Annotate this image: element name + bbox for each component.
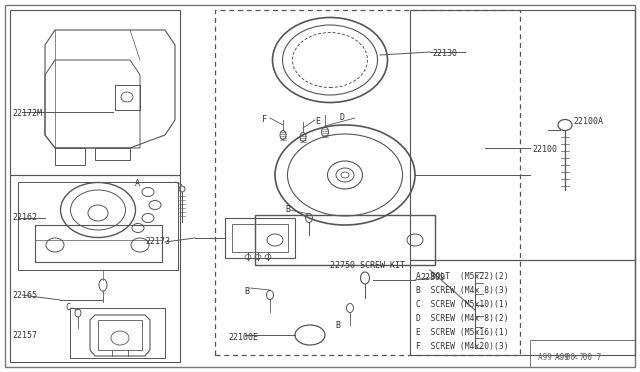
Text: 22173: 22173: [145, 237, 170, 247]
Bar: [70, 308, 165, 358]
Bar: [115, 85, 140, 110]
Bar: [530, 340, 635, 367]
Text: B  SCREW (M4x 8)(3): B SCREW (M4x 8)(3): [416, 285, 509, 295]
Text: C: C: [65, 304, 70, 312]
Bar: [35, 225, 162, 262]
Bar: [410, 10, 635, 260]
Text: 22100E: 22100E: [228, 334, 258, 343]
Text: E  SCREW (M5x16)(1): E SCREW (M5x16)(1): [416, 327, 509, 337]
Bar: [410, 260, 635, 355]
Bar: [98, 320, 142, 350]
Text: A: A: [135, 179, 140, 187]
Text: B: B: [285, 205, 290, 215]
Text: 22100A: 22100A: [573, 118, 603, 126]
Text: 22309: 22309: [420, 273, 445, 282]
Text: B: B: [244, 288, 249, 296]
Bar: [55, 148, 85, 165]
Text: 22162: 22162: [12, 214, 37, 222]
Text: D: D: [340, 113, 345, 122]
Text: 22750 SCREW KIT: 22750 SCREW KIT: [330, 260, 405, 269]
Text: 22172M: 22172M: [12, 109, 42, 118]
Bar: [10, 10, 180, 175]
Text: 22130: 22130: [432, 49, 457, 58]
Text: 22157: 22157: [12, 330, 37, 340]
Bar: [215, 10, 520, 355]
Text: C  SCREW (M5x10)(1): C SCREW (M5x10)(1): [416, 299, 509, 308]
Text: D  SCREW (M4x 8)(2): D SCREW (M4x 8)(2): [416, 314, 509, 323]
Bar: [18, 182, 178, 270]
Text: B: B: [335, 321, 340, 330]
Text: 22165: 22165: [12, 291, 37, 299]
Bar: [232, 224, 288, 252]
Bar: [225, 218, 295, 258]
Text: E: E: [315, 118, 320, 126]
Text: F: F: [262, 115, 267, 125]
Text: F  SCREW (M4x20)(3): F SCREW (M4x20)(3): [416, 341, 509, 350]
Text: A  BOLT  (M5x22)(2): A BOLT (M5x22)(2): [416, 272, 509, 280]
Bar: [255, 215, 435, 265]
Text: A99 < 00 7: A99 < 00 7: [555, 353, 601, 362]
Bar: [95, 148, 130, 160]
Text: 22100: 22100: [532, 145, 557, 154]
Bar: [10, 175, 180, 362]
Text: A99 < 00 7: A99 < 00 7: [538, 353, 584, 362]
